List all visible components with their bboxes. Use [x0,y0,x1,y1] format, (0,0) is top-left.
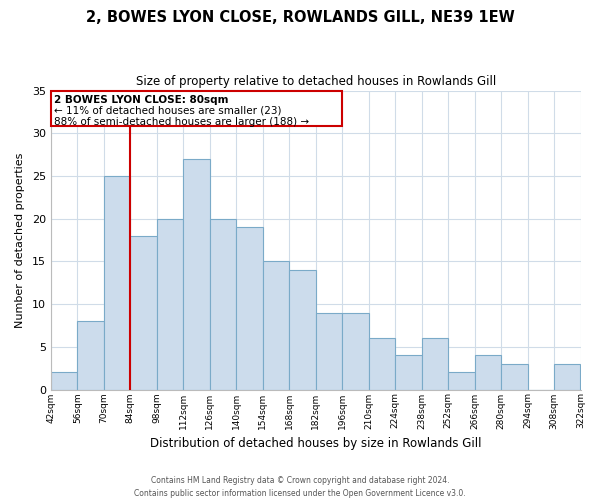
Bar [395,356,422,390]
X-axis label: Distribution of detached houses by size in Rowlands Gill: Distribution of detached houses by size … [150,437,481,450]
Bar [554,364,580,390]
Bar [448,372,475,390]
Bar [316,312,342,390]
Bar [342,312,368,390]
Bar [77,321,104,390]
Bar [157,218,184,390]
Bar [475,356,501,390]
Bar [289,270,316,390]
Bar [130,236,157,390]
Bar [501,364,527,390]
Text: 88% of semi-detached houses are larger (188) →: 88% of semi-detached houses are larger (… [54,117,309,127]
Text: 2 BOWES LYON CLOSE: 80sqm: 2 BOWES LYON CLOSE: 80sqm [54,95,228,105]
Title: Size of property relative to detached houses in Rowlands Gill: Size of property relative to detached ho… [136,75,496,88]
Text: 2, BOWES LYON CLOSE, ROWLANDS GILL, NE39 1EW: 2, BOWES LYON CLOSE, ROWLANDS GILL, NE39… [86,10,514,25]
Bar [236,227,263,390]
Bar [210,218,236,390]
Bar [368,338,395,390]
Text: Contains HM Land Registry data © Crown copyright and database right 2024.
Contai: Contains HM Land Registry data © Crown c… [134,476,466,498]
Bar [51,372,77,390]
Text: ← 11% of detached houses are smaller (23): ← 11% of detached houses are smaller (23… [54,106,281,116]
Bar [104,176,130,390]
Y-axis label: Number of detached properties: Number of detached properties [15,152,25,328]
Bar [184,159,210,390]
FancyBboxPatch shape [51,90,342,126]
Bar [263,262,289,390]
Bar [422,338,448,390]
